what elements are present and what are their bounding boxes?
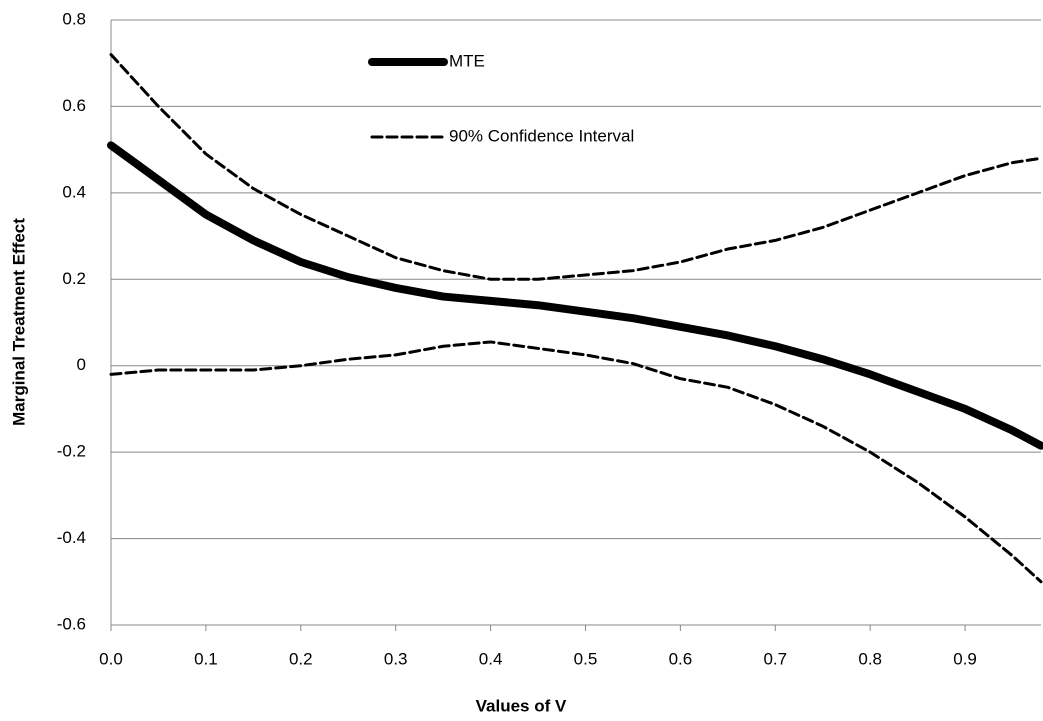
y-tick-label: -0.4	[57, 528, 86, 547]
x-tick-label: 0.0	[99, 649, 123, 668]
x-axis-title: Values of V	[476, 696, 567, 715]
y-tick-label: 0	[77, 355, 86, 374]
x-tick-label: 0.3	[384, 649, 408, 668]
x-tick-label: 0.7	[763, 649, 787, 668]
x-tick-label: 0.1	[194, 649, 218, 668]
y-tick-label: 0.4	[62, 182, 86, 201]
x-tick-label: 0.2	[289, 649, 313, 668]
x-tick-label: 0.4	[479, 649, 503, 668]
y-tick-label: 0.2	[62, 269, 86, 288]
y-axis-title: Marginal Treatment Effect	[9, 218, 28, 426]
legend-label: MTE	[449, 51, 485, 70]
series-line	[107, 141, 1043, 450]
x-tick-label: 0.5	[574, 649, 598, 668]
x-tick-label: 0.8	[858, 649, 882, 668]
y-tick-label: -0.6	[57, 614, 86, 633]
legend-label: 90% Confidence Interval	[449, 126, 634, 145]
y-tick-label: 0.6	[62, 96, 86, 115]
x-tick-label: 0.9	[953, 649, 977, 668]
series-line	[109, 53, 1043, 281]
y-tick-label: -0.2	[57, 442, 86, 461]
x-tick-label: 0.6	[669, 649, 693, 668]
series-line	[109, 340, 1043, 584]
y-tick-label: 0.8	[62, 9, 86, 28]
